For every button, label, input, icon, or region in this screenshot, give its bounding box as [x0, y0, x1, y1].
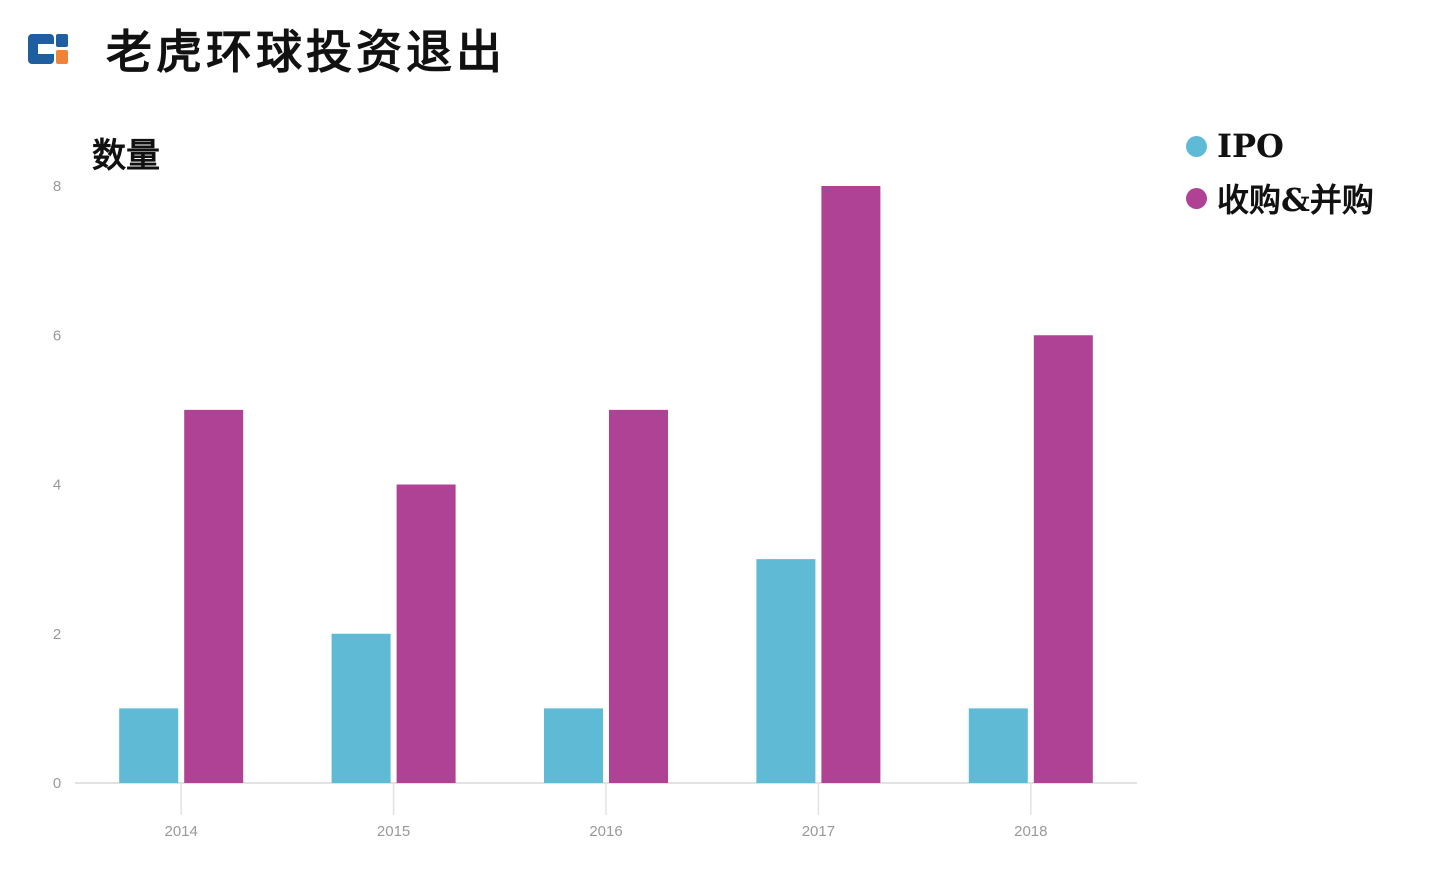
bar-ma-2015 [396, 484, 456, 783]
legend-swatch-ma [1186, 187, 1207, 209]
legend-item-ipo: IPO [1186, 120, 1374, 172]
bar-ipo-2018 [968, 708, 1028, 783]
bar-ipo-2015 [331, 633, 391, 783]
y-tick-label: 6 [53, 327, 61, 344]
bar-ipo-2014 [119, 708, 179, 783]
bar-ma-2017 [821, 186, 881, 783]
legend: IPO 收购&并购 [1186, 120, 1374, 224]
x-tick-label: 2014 [165, 823, 198, 840]
legend-label-ma: 收购&并购 [1217, 181, 1374, 219]
chart-title: 老虎环球投资退出 [106, 25, 506, 79]
y-axis-label: 数量 [92, 136, 160, 176]
bar-ipo-2017 [756, 559, 816, 783]
legend-item-ma: 收购&并购 [1186, 172, 1374, 224]
x-tick-label: 2016 [589, 823, 622, 840]
y-tick-label: 4 [53, 477, 61, 494]
legend-swatch-ipo [1186, 135, 1207, 157]
logo-icon [28, 34, 68, 64]
bar-ma-2014 [184, 409, 244, 783]
bar-ma-2018 [1033, 335, 1093, 783]
bar-ipo-2016 [544, 708, 603, 783]
x-tick-label: 2018 [1014, 823, 1047, 840]
legend-label-ipo: IPO [1217, 127, 1284, 165]
y-tick-label: 0 [53, 775, 61, 792]
y-tick-label: 8 [53, 178, 61, 195]
y-tick-label: 2 [53, 626, 61, 643]
x-tick-label: 2015 [377, 823, 410, 840]
bar-ma-2016 [609, 409, 668, 783]
chart-header: 老虎环球投资退出 [28, 14, 506, 84]
x-tick-label: 2017 [802, 823, 835, 840]
